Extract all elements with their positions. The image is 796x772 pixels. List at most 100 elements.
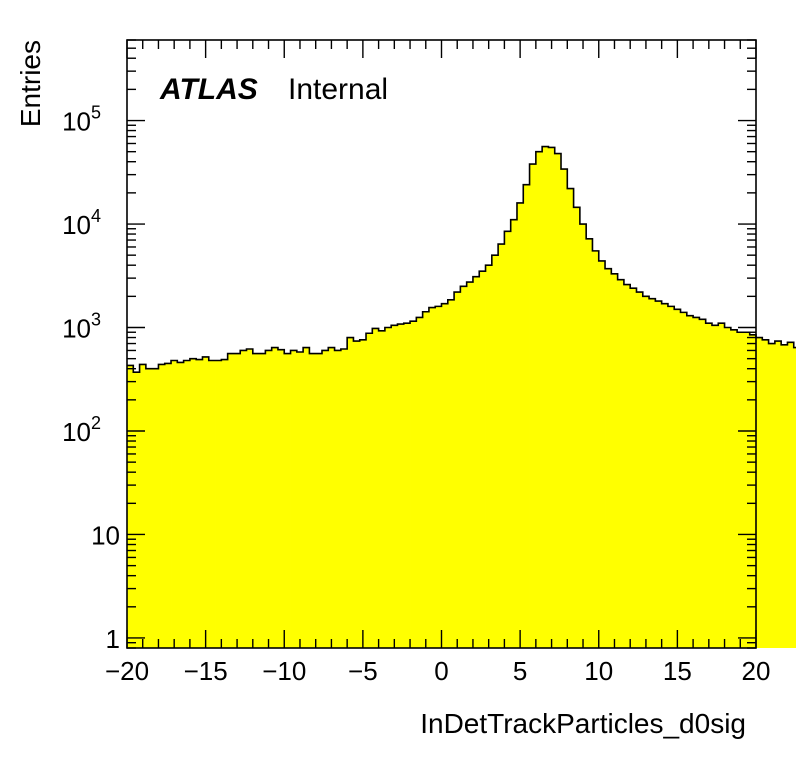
histogram-bar	[579, 224, 587, 648]
histogram-bar	[699, 319, 707, 648]
x-tick-labels: −20 −15 −10 −5 0 5 10 15 20	[105, 656, 771, 686]
histogram-bar	[435, 306, 442, 648]
histogram-bar	[164, 363, 172, 648]
histogram-bar	[479, 271, 486, 648]
histogram-bar	[334, 350, 342, 648]
histogram-bar	[768, 343, 776, 648]
histogram-bar	[366, 333, 373, 648]
histogram-bar	[592, 250, 600, 648]
histogram-bar	[233, 353, 241, 648]
histogram-bar	[353, 341, 361, 648]
histogram-bar	[145, 368, 153, 648]
histogram-bar	[403, 323, 411, 648]
histogram-bar	[573, 207, 581, 648]
histogram-bar	[516, 202, 524, 648]
histogram-bar	[567, 188, 574, 648]
histogram-bar	[221, 359, 229, 648]
histogram-bar	[598, 260, 606, 648]
histogram-bar	[171, 360, 178, 648]
y-tick-labels: 1 10 102 103 104 105	[62, 103, 120, 654]
histogram-bar	[756, 337, 763, 648]
histogram-bar	[378, 330, 386, 648]
histogram-bar	[743, 332, 751, 648]
histogram-bar	[749, 334, 757, 648]
x-tick-label: −15	[184, 656, 228, 686]
histogram-bar	[661, 303, 669, 648]
histogram-bar	[139, 364, 147, 648]
y-tick-label: 10	[91, 520, 120, 550]
atlas-label: ATLAS	[159, 73, 258, 106]
histogram-bar	[447, 299, 455, 648]
histogram-bar	[189, 358, 197, 648]
histogram-bar	[737, 332, 744, 648]
y-tick-label: 104	[62, 206, 101, 240]
histogram-bar	[202, 356, 210, 648]
histogram-bar	[397, 324, 405, 648]
histogram-bar	[441, 303, 449, 648]
histogram-bar	[259, 353, 266, 648]
histogram-bar	[296, 351, 304, 648]
histogram-bar	[561, 169, 568, 648]
histogram-bar	[542, 146, 549, 649]
histogram-bar	[787, 342, 795, 648]
histogram-bar	[466, 282, 474, 648]
histogram-bar	[642, 296, 650, 648]
histogram-bar	[208, 360, 216, 648]
histogram-bar	[183, 360, 191, 648]
y-tick-label: 1	[106, 624, 120, 654]
histogram-bar	[391, 325, 398, 648]
histogram-bar	[252, 353, 260, 648]
histogram-bar	[321, 350, 329, 648]
histogram-bar	[705, 323, 713, 648]
histogram-bar	[793, 347, 796, 648]
histogram-bar	[384, 327, 392, 648]
histogram-bar	[630, 288, 637, 648]
histogram-bar	[240, 350, 247, 648]
histogram-bar	[127, 365, 134, 648]
histogram-bar	[347, 337, 354, 648]
y-tick-label: 102	[62, 413, 101, 447]
histogram-bar	[416, 317, 424, 648]
histogram-bar	[762, 339, 769, 648]
histogram-bar	[667, 306, 675, 648]
histogram-bar	[554, 153, 562, 648]
histogram-bar	[372, 328, 379, 648]
histogram-bar	[586, 238, 593, 648]
histogram-outline	[127, 145, 796, 373]
histogram-bar	[410, 321, 417, 648]
histogram-bar	[498, 244, 505, 648]
histogram-bar	[510, 219, 518, 648]
x-tick-label: 0	[434, 656, 448, 686]
histogram-bar	[315, 353, 323, 648]
x-tick-label: 10	[584, 656, 613, 686]
histogram-bar	[290, 350, 298, 648]
x-tick-label: −10	[262, 656, 306, 686]
histogram-bar	[215, 360, 222, 648]
histogram-bar	[636, 292, 644, 648]
histogram-bar	[328, 347, 335, 648]
histogram-bar	[277, 349, 285, 648]
histogram-bar	[504, 231, 512, 648]
histogram-bar	[133, 372, 140, 648]
histogram-bars	[127, 146, 796, 649]
histogram-bar	[227, 353, 235, 648]
histogram-bar	[655, 301, 663, 648]
histogram-bar	[158, 364, 166, 648]
x-tick-label: 15	[663, 656, 692, 686]
histogram-bar	[623, 284, 631, 648]
histogram-bar	[730, 329, 738, 648]
histogram-bar	[649, 298, 656, 648]
histogram-bar	[309, 353, 317, 648]
histogram-bar	[271, 347, 279, 648]
histogram-bar	[428, 307, 436, 648]
histogram-bar	[359, 339, 367, 648]
internal-label: Internal	[288, 73, 388, 106]
histogram-bar	[605, 268, 612, 648]
x-tick-label: 20	[742, 656, 771, 686]
histogram-bar	[686, 315, 694, 648]
histogram-bar	[284, 353, 291, 648]
histogram-bar	[724, 327, 732, 648]
x-axis-title: InDetTrackParticles_d0sig	[420, 708, 746, 739]
histogram-bar	[535, 151, 543, 648]
histogram-bar	[693, 317, 700, 648]
